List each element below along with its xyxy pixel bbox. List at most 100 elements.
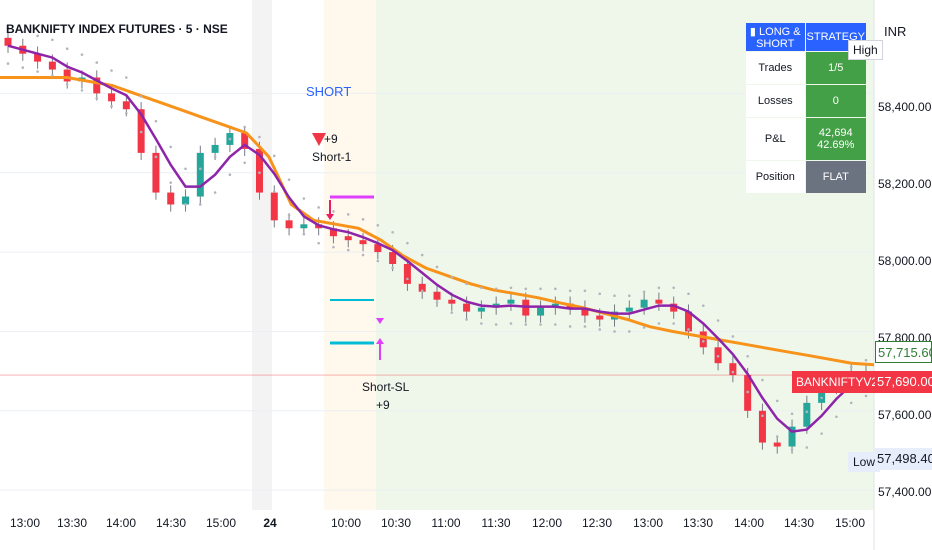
lower-band-dot [820, 432, 823, 435]
x-tick: 13:30 [682, 516, 714, 530]
candle-down [122, 101, 130, 110]
lower-band-dot [687, 328, 690, 331]
lower-band-dot [199, 203, 202, 206]
moving-average-line [7, 44, 867, 433]
upper-band-dot [613, 294, 616, 298]
candle-down [285, 220, 293, 229]
lower-band-dot [65, 83, 69, 86]
upper-band-dot [213, 155, 217, 159]
x-tick: 10:30 [380, 516, 412, 530]
candle-down [655, 299, 663, 304]
lower-band-dot [716, 354, 720, 358]
preopen-shade [324, 0, 376, 510]
candle-down [684, 311, 692, 332]
lower-band-dot [36, 70, 39, 73]
x-tick: 13:30 [56, 516, 88, 530]
lower-band-dot [258, 171, 261, 175]
lower-band-dot [21, 66, 25, 69]
entry-name: Short-1 [312, 150, 352, 164]
x-tick: 15:00 [205, 516, 237, 530]
session-gap-shade [252, 0, 272, 510]
upper-band-dot [672, 286, 675, 290]
lower-band-dot [554, 323, 557, 326]
symbol-title[interactable]: BANKNIFTY INDEX FUTURES · 5 · NSE [6, 22, 228, 36]
candle-down [34, 53, 42, 62]
candle-down [241, 133, 249, 149]
lower-band-dot [509, 322, 513, 325]
upper-band-dot [746, 354, 749, 358]
upper-band-dot [6, 26, 10, 30]
x-tick: 13:00 [632, 516, 664, 530]
candle-down [63, 69, 71, 82]
lower-band-dot [139, 130, 143, 134]
lower-band-dot [332, 245, 335, 249]
upper-band-dot [716, 319, 720, 322]
candle-up [537, 307, 545, 316]
stat-label-pnl: P&L [746, 118, 805, 160]
candle-down [448, 299, 456, 304]
upper-band-dot [346, 213, 350, 216]
stat-value-pnl: 42,694 42.69% [805, 118, 866, 160]
candle-down [433, 291, 441, 300]
high-badge: High [848, 40, 883, 60]
lower-band-dot [864, 394, 868, 398]
x-tick: 14:30 [783, 516, 815, 530]
lower-band-dot [317, 241, 320, 245]
exit-marker [376, 318, 384, 324]
lower-band-dot [539, 323, 542, 326]
last-price-label: 57,690.00 [875, 371, 932, 393]
lower-band-dot [6, 62, 10, 65]
upper-band-dot [95, 61, 99, 64]
chart-icon: ▮ [749, 25, 760, 38]
upper-band-dot [805, 410, 809, 414]
upper-band-dot [494, 287, 498, 291]
candle-up [507, 299, 515, 304]
entry-count: +9 [324, 132, 338, 146]
candle-down [758, 410, 766, 443]
x-tick: 10:00 [330, 516, 362, 530]
time-axis[interactable]: 13:00 13:30 14:00 14:30 15:00 24 10:00 1… [0, 516, 875, 536]
upper-band-dot [849, 365, 853, 369]
lower-band-dot [125, 111, 128, 115]
lower-band-dot [213, 191, 217, 194]
lower-band-dot [391, 266, 394, 270]
exit-name: Short-SL [362, 380, 410, 394]
x-tick: 24 [263, 516, 277, 530]
currency-label[interactable]: INR [884, 24, 907, 39]
candle-up [625, 307, 633, 312]
candle-down [729, 363, 737, 376]
candle-down [270, 192, 278, 221]
candle-up [818, 386, 826, 403]
upper-band-dot [480, 286, 483, 290]
lower-band-dot [302, 232, 306, 236]
lower-band-dot [110, 104, 113, 108]
upper-band-dot [391, 230, 394, 234]
upper-band-dot [272, 154, 276, 158]
entry-arrow-head [326, 214, 334, 220]
candle-up [182, 196, 190, 205]
lower-band-dot [361, 253, 365, 257]
candle-down [108, 93, 116, 102]
upper-band-dot [450, 275, 454, 279]
upper-band-dot [731, 335, 735, 338]
upper-band-dot [228, 137, 232, 141]
candle-up [803, 402, 811, 427]
upper-band-dot [36, 34, 39, 38]
upper-band-dot [361, 218, 365, 221]
candle-down [418, 283, 426, 292]
y-tick: 57,400.00 [878, 485, 932, 499]
lower-band-dot [672, 322, 675, 325]
low-badge: Low [848, 452, 881, 472]
y-tick: 58,400.00 [878, 100, 932, 114]
upper-band-dot [317, 206, 320, 209]
lower-band-dot [480, 322, 483, 325]
upper-band-dot [628, 294, 631, 298]
upper-band-dot [80, 53, 84, 56]
upper-band-dot [761, 378, 764, 382]
upper-band-dot [554, 287, 557, 291]
lower-band-dot [169, 181, 173, 184]
lower-band-dot [465, 318, 468, 321]
lower-band-dot [243, 161, 246, 165]
lower-band-dot [775, 435, 779, 438]
candle-down [389, 252, 397, 264]
